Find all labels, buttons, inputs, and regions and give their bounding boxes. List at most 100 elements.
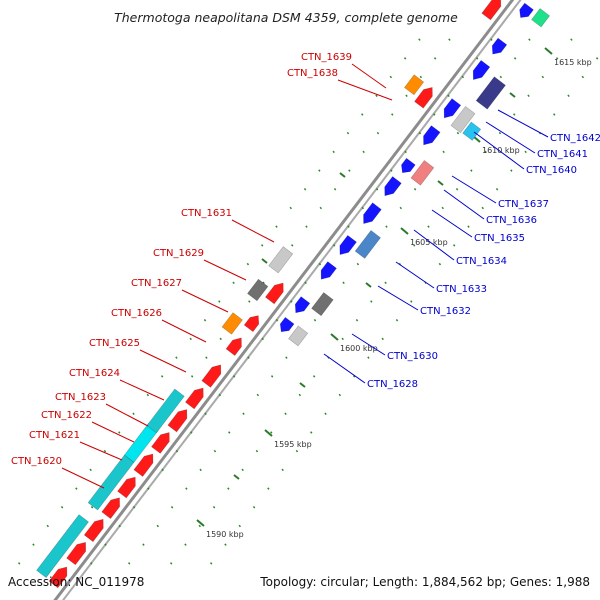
guide-dot: [219, 337, 222, 341]
gene-forward: [414, 86, 433, 109]
gene-reverse: [320, 261, 337, 280]
guide-dot: [218, 393, 222, 397]
guide-dot: [461, 75, 465, 79]
guide-dot: [367, 356, 370, 359]
guide-dot: [376, 131, 380, 135]
guide-dot: [189, 337, 192, 341]
minor-tick: [509, 92, 516, 98]
guide-dot: [456, 131, 460, 135]
label-leader: [105, 403, 149, 427]
guide-dot: [452, 244, 456, 247]
guide-dot: [510, 169, 513, 172]
gene-misc: [462, 121, 482, 141]
gene-misc: [221, 312, 243, 335]
gene-label: CTN_1634: [456, 256, 507, 267]
guide-dot: [275, 225, 278, 228]
gene-forward: [151, 432, 170, 454]
scale-tick-label: 1595 kbp: [274, 440, 312, 449]
guide-dot: [228, 431, 231, 434]
guide-dot: [399, 206, 402, 210]
gene-misc: [404, 74, 425, 96]
guide-dot: [347, 225, 350, 228]
guide-dot: [118, 431, 121, 434]
guide-dot: [32, 543, 35, 546]
gene-forward: [83, 518, 104, 543]
minor-tick: [437, 180, 444, 186]
guide-dot: [289, 206, 292, 210]
guide-dot: [481, 206, 484, 210]
guide-dot: [433, 113, 436, 116]
gene-label: CTN_1622: [41, 410, 92, 421]
guide-dot: [204, 412, 207, 415]
guide-dot: [260, 244, 264, 247]
gene-label: CTN_1638: [287, 68, 338, 79]
gene-label: CTN_1630: [387, 351, 438, 362]
guide-dot: [232, 281, 235, 285]
accession-text: Accession: NC_011978: [8, 575, 144, 589]
guide-dot: [395, 318, 399, 322]
guide-dot: [381, 337, 384, 341]
guide-dot: [213, 449, 217, 453]
gene-label: CTN_1633: [436, 284, 487, 295]
guide-dot: [285, 356, 288, 359]
guide-dot: [132, 506, 136, 509]
guide-dot: [475, 57, 479, 60]
guide-dot: [290, 244, 294, 247]
guide-dot: [318, 262, 322, 266]
scale-tick-label: 1615 kbp: [554, 58, 592, 67]
guide-dot: [224, 543, 227, 546]
guide-dot: [184, 543, 187, 546]
label-leader: [181, 289, 229, 313]
guide-dot: [418, 131, 422, 135]
guide-dot: [89, 468, 92, 472]
guide-dot: [418, 38, 421, 41]
guide-dot: [513, 113, 516, 116]
gene-forward: [201, 364, 222, 388]
guide-dot: [310, 431, 313, 434]
guide-dot: [295, 449, 299, 453]
guide-dot: [527, 94, 530, 97]
guide-dot: [581, 75, 585, 79]
gene-misc: [475, 76, 506, 110]
guide-dot: [17, 562, 21, 565]
scale-tick: [330, 333, 339, 341]
guide-dot: [490, 38, 493, 41]
label-leader: [161, 319, 207, 343]
guide-dot: [238, 524, 241, 528]
gene-misc: [410, 160, 435, 186]
guide-dot: [270, 431, 273, 434]
guide-dot: [412, 244, 416, 247]
gene-misc: [268, 246, 294, 274]
gene-label: CTN_1627: [131, 278, 182, 289]
guide-dot: [375, 188, 379, 191]
gene-reverse: [472, 59, 491, 81]
guide-dot: [241, 468, 244, 472]
label-leader: [203, 259, 247, 281]
guide-dot: [267, 487, 270, 490]
gene-reverse: [423, 125, 441, 146]
guide-dot: [513, 57, 517, 60]
guide-dot: [132, 412, 135, 415]
guide-dot: [205, 356, 208, 359]
gene-misc: [247, 278, 269, 302]
scale-tick: [544, 47, 553, 55]
guide-dot: [313, 318, 317, 322]
guide-dot: [303, 188, 307, 191]
gene-label: CTN_1641: [537, 149, 588, 160]
gene-forward: [66, 541, 87, 566]
guide-dot: [209, 562, 213, 565]
gene-labels: CTN_1639 CTN_1638 CTN_1631 CTN_1629 CTN_1627…: [11, 52, 600, 467]
label-leader: [351, 63, 387, 89]
guide-dot: [118, 524, 121, 528]
scale-tick: [264, 429, 273, 437]
gene-rna: [124, 422, 159, 463]
gene-reverse: [401, 157, 416, 174]
guide-dot: [410, 300, 413, 303]
scale-tick-label: 1590 kbp: [206, 530, 244, 539]
guide-dot: [160, 375, 164, 378]
scale-tick-label: 1605 kbp: [410, 238, 448, 247]
minor-tick: [233, 474, 240, 480]
guide-dot: [318, 169, 321, 172]
guide-dot: [484, 150, 487, 154]
